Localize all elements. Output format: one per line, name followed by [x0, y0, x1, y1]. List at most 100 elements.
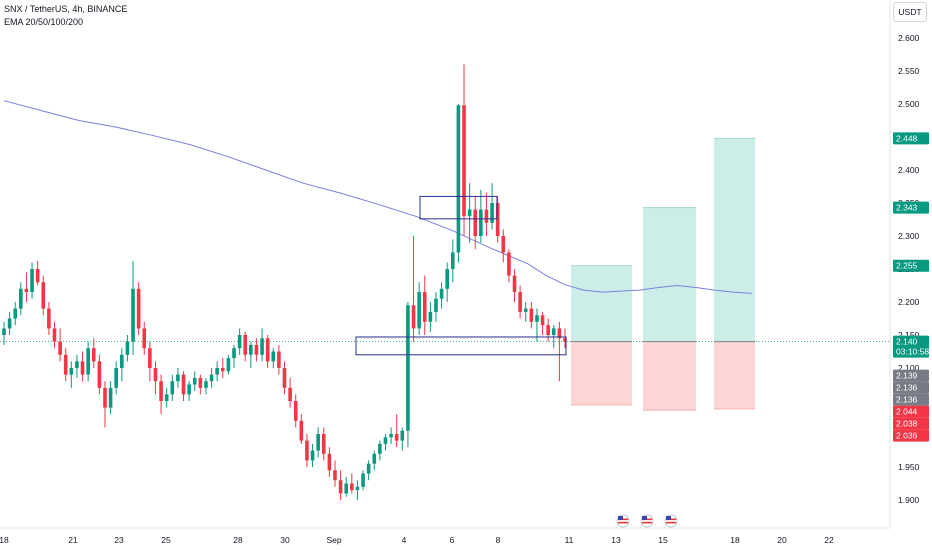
candle-body: [30, 269, 34, 293]
candle-body: [232, 348, 236, 359]
flag-canton: [642, 516, 647, 520]
candle-body: [265, 338, 270, 362]
y-tick-label: 2.500: [898, 99, 920, 109]
us-flag-icon[interactable]: [664, 514, 678, 528]
candle-body: [131, 288, 135, 342]
price-label-text: 2.044: [896, 407, 918, 417]
candle-body: [153, 368, 158, 382]
candle-body: [136, 288, 141, 329]
candle-body: [383, 437, 388, 444]
flag-stripe: [642, 521, 652, 524]
candle-body: [170, 381, 175, 395]
price-label-text: 2.343: [896, 203, 918, 213]
candle-body: [13, 308, 18, 319]
x-tick-label: 6: [450, 535, 455, 545]
candle-body: [187, 384, 191, 395]
price-label-text: 2.255: [896, 261, 918, 271]
flag-canton: [618, 516, 623, 520]
candle-body: [237, 335, 242, 349]
stop-zone: [571, 341, 632, 405]
candle-body: [142, 328, 147, 349]
candle-body: [456, 105, 461, 253]
candle-body: [80, 361, 85, 375]
x-tick-label: 18: [0, 535, 9, 545]
candle-body: [411, 305, 416, 329]
x-tick-label: Sep: [326, 535, 341, 545]
us-flag-icon[interactable]: [616, 514, 630, 528]
x-tick-label: 28: [233, 535, 243, 545]
candle-body: [512, 275, 517, 293]
candle-body: [406, 305, 410, 431]
x-tick-label: 30: [280, 535, 290, 545]
candle-body: [215, 368, 219, 375]
candle-body: [19, 288, 23, 309]
price-label-badge: [893, 369, 929, 382]
candle-body: [378, 443, 382, 454]
ema-200-line: [3, 100, 753, 294]
candle-body: [321, 434, 326, 454]
candle-body: [7, 318, 12, 329]
price-label-text: 2.038: [896, 419, 918, 429]
us-flag-icon[interactable]: [640, 514, 654, 528]
time-axis[interactable]: 18 21 23 25 28 30 Sep 4 6 8 11 13 15 18 20 22: [0, 535, 834, 545]
candle-body: [310, 450, 315, 461]
x-tick-label: 20: [777, 535, 787, 545]
candle-body: [159, 381, 163, 401]
x-tick-label: 23: [114, 535, 124, 545]
price-label-text: 2.136: [896, 395, 918, 405]
flag-stripe: [618, 521, 628, 524]
candle-body: [86, 348, 90, 375]
candle-body: [417, 292, 421, 329]
candle-body: [243, 335, 248, 355]
candle-body: [103, 387, 107, 408]
candle-body: [260, 338, 264, 355]
stop-zone: [643, 341, 696, 411]
candle-body: [523, 308, 528, 312]
candle-body: [316, 434, 320, 451]
candle-body: [192, 377, 197, 385]
candle-body: [114, 368, 118, 388]
candle-body: [288, 387, 292, 401]
candle-body: [2, 328, 6, 335]
y-tick-label: 2.150: [898, 330, 920, 340]
candle-body: [198, 377, 203, 388]
candle-body: [58, 341, 62, 355]
event-markers[interactable]: [616, 514, 678, 528]
currency-button[interactable]: USDT: [893, 2, 927, 22]
candle-body: [220, 368, 225, 372]
price-label-text: 2.140: [896, 337, 918, 347]
price-label-badge: [893, 405, 929, 418]
candle-body: [41, 282, 46, 309]
y-tick-label: 2.200: [898, 297, 920, 307]
candle-body: [24, 288, 29, 293]
price-label-text: 2.448: [896, 133, 918, 143]
candle-body: [69, 368, 74, 375]
candle-body: [518, 292, 522, 312]
candle-body: [305, 440, 309, 461]
candle-body: [226, 358, 231, 372]
candle-body: [204, 381, 208, 388]
candle-body: [546, 325, 550, 335]
candle-body: [484, 209, 489, 223]
flag-canton: [666, 516, 671, 520]
candle-body: [428, 311, 433, 322]
candle-body: [355, 486, 360, 491]
candle-body: [445, 269, 449, 289]
candle-body: [479, 209, 483, 236]
candle-body: [462, 105, 466, 217]
price-label-badge: [893, 393, 929, 406]
candle-body: [299, 420, 304, 441]
countdown-text: 03:10:58: [896, 347, 929, 357]
candle-body: [181, 374, 186, 395]
candle-body: [63, 354, 68, 375]
price-label-badge: [893, 259, 929, 272]
candle-body: [372, 453, 377, 464]
x-tick-label: 13: [611, 535, 621, 545]
candle-body: [394, 434, 399, 441]
y-tick-label: 2.100: [898, 363, 920, 373]
candle-body: [451, 252, 455, 269]
zone-box: [355, 336, 567, 356]
indicator-label[interactable]: EMA 20/50/100/200: [4, 17, 84, 27]
candle-body: [75, 361, 79, 368]
